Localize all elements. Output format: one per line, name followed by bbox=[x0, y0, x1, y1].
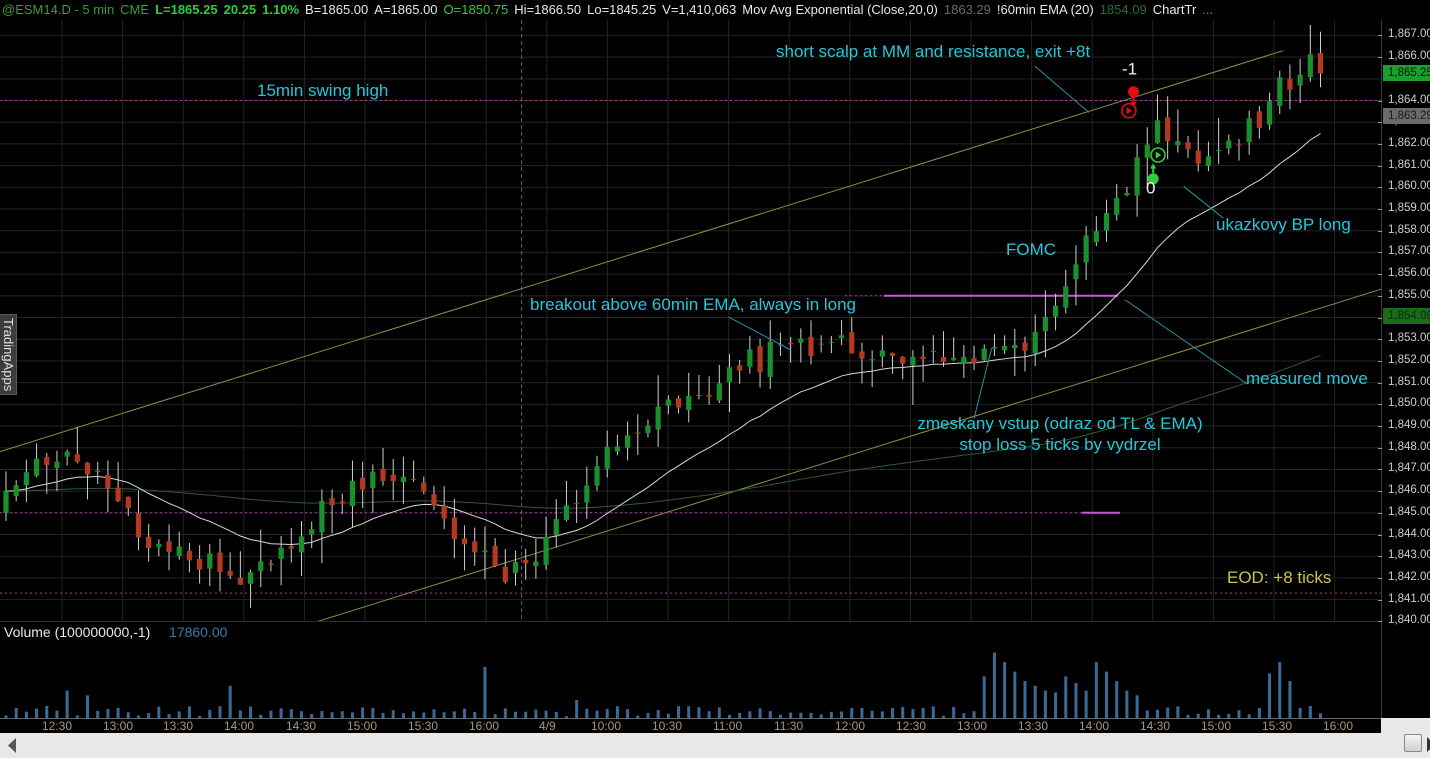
svg-text:0: 0 bbox=[1146, 179, 1155, 198]
svg-text:-1: -1 bbox=[1122, 60, 1137, 79]
